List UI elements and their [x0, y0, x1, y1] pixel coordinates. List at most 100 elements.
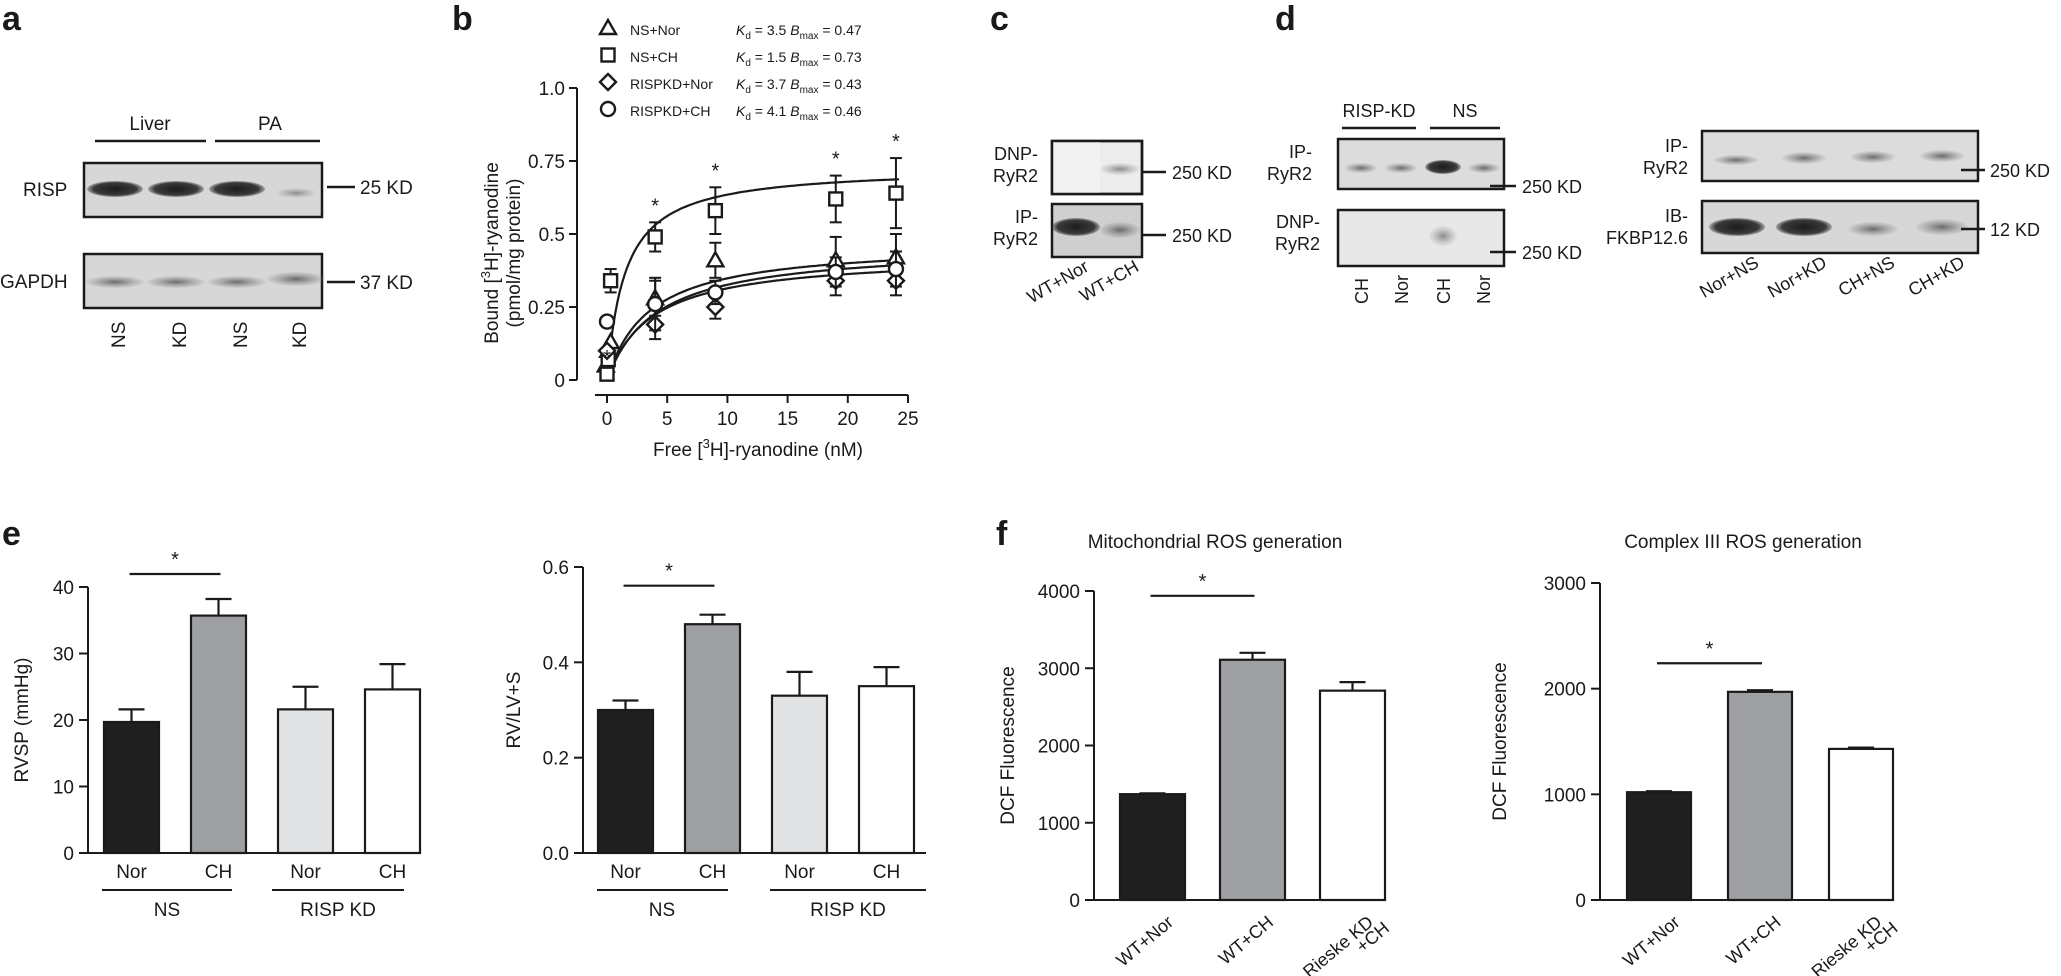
y-tick-label: 0.2	[543, 749, 569, 770]
legend-stats: Kd = 3.7 Bmax = 0.43	[736, 76, 862, 96]
lane-label: NS	[109, 322, 130, 348]
c-ip-band	[1052, 218, 1100, 236]
c-row2-label: IP-	[1015, 207, 1038, 227]
gapdh-band	[86, 276, 144, 288]
tissue-label-liver: Liver	[129, 114, 171, 135]
gapdh-band	[208, 276, 266, 288]
x-category-label: WT+CH	[1722, 912, 1784, 969]
triangle-marker	[597, 17, 619, 36]
x-category-label: CH	[873, 862, 900, 883]
x-category-label: Nor	[116, 862, 147, 883]
y-tick-label: 0.75	[528, 152, 565, 173]
panel-b: b NS+Nor Kd = 3.5 Bmax = 0.47 NS+CH Kd = 1.…	[452, 0, 919, 461]
bar	[857, 685, 916, 855]
chart-e-rvsp: 0 10 20 30 40 RVSP (mmHg) Nor CH Nor CH *	[12, 549, 422, 883]
c-row1-label: RyR2	[993, 166, 1038, 186]
y-tick-label: 3000	[1544, 574, 1586, 595]
fit-curve-circle	[606, 264, 900, 379]
panel-a: a Liver PA RISP 25 KD GAPDH 37 KD NS KD …	[0, 0, 413, 348]
c-dnp-blot-left-lane	[1052, 141, 1100, 194]
y-tick-label: 1000	[1544, 785, 1586, 806]
square-marker	[600, 47, 616, 63]
lane-label: Nor	[1392, 275, 1412, 304]
y-tick-label: 4000	[1038, 582, 1080, 603]
y-tick-label: 0.0	[543, 844, 569, 865]
y-tick-label: 2000	[1038, 737, 1080, 758]
chart-f-mito: 0 1000 2000 3000 4000 DCF Fluorescence Mitocho…	[998, 532, 1393, 976]
risp-band	[276, 188, 316, 198]
panel-letter-b: b	[452, 0, 473, 38]
x-category-label: WT+Nor	[1113, 912, 1178, 971]
circle-marker	[827, 263, 844, 281]
panel-e: e 0 10 20 30 40 RVSP (mmHg) Nor CH Nor CH * 0.0 0.2…	[2, 515, 926, 921]
y-tick-label: 20	[53, 711, 74, 732]
d-row1-label: RyR2	[1267, 164, 1312, 184]
lane-label: Nor+NS	[1696, 252, 1762, 302]
lane-label: CH	[1434, 278, 1454, 304]
d-group-label: NS	[1452, 101, 1477, 121]
y-tick-label: 0	[63, 844, 74, 865]
y-tick-label: 1000	[1038, 814, 1080, 835]
d-ip-band	[1468, 163, 1500, 173]
d-right-fkbp-band	[1709, 218, 1765, 236]
circle-marker	[599, 100, 617, 118]
y-tick-label: 0	[1575, 891, 1586, 912]
x-category-label: WT+CH	[1215, 912, 1277, 969]
y-tick-label: 0	[554, 371, 565, 392]
bar	[770, 694, 829, 855]
chart-e-rvlvs: 0.0 0.2 0.4 0.6 RV/LV+S Nor CH Nor CH *	[504, 558, 926, 883]
bar	[1318, 689, 1387, 902]
x-category-label: CH	[699, 862, 726, 883]
bar	[1827, 747, 1895, 902]
chart-b-ylabel-line2: (pmol/mg protein)	[504, 179, 525, 328]
legend-stats: Kd = 3.5 Bmax = 0.47	[736, 22, 862, 42]
x-category-label: Nor	[610, 862, 641, 883]
square-marker	[707, 202, 724, 219]
risp-band	[87, 181, 143, 197]
y-tick-label: 30	[53, 645, 74, 666]
e1-group-label: RISP KD	[300, 900, 376, 921]
square-marker	[599, 366, 615, 382]
d-row2-label: RyR2	[1275, 234, 1320, 254]
significance-star: *	[1199, 571, 1207, 593]
x-category-label: CH	[205, 862, 232, 883]
chart-b-ylabel-line1: Bound [3H]-ryanodine	[478, 162, 503, 344]
d-right-size-label: 250 KD	[1990, 161, 2050, 181]
d-right-fkbp-band	[1776, 218, 1832, 236]
bar	[1726, 690, 1794, 902]
chart-title: Mitochondrial ROS generation	[1088, 532, 1343, 553]
risp-band	[148, 181, 204, 197]
x-tick-label: 5	[662, 409, 673, 430]
circle-marker	[598, 313, 616, 330]
significance-star: *	[665, 561, 673, 583]
fit-curve-square	[606, 178, 900, 374]
chart-b-legend: NS+Nor Kd = 3.5 Bmax = 0.47 NS+CH Kd = 1.5 …	[597, 17, 862, 123]
bar	[189, 614, 248, 855]
c-size-label: 250 KD	[1172, 163, 1232, 183]
legend-stats: Kd = 1.5 Bmax = 0.73	[736, 49, 862, 69]
c-dnp-blot-frame	[1050, 139, 1144, 196]
y-axis-label: RVSP (mmHg)	[12, 658, 33, 783]
bar	[596, 708, 655, 855]
c-dnp-band	[1100, 163, 1140, 175]
lane-label: CH+KD	[1905, 252, 1968, 300]
d-size-label: 250 KD	[1522, 243, 1582, 263]
panel-letter-c: c	[990, 0, 1009, 38]
bar	[1218, 658, 1287, 902]
c-ip-band	[1100, 222, 1140, 238]
triangle-marker	[705, 249, 726, 268]
x-tick-label: 0	[602, 409, 613, 430]
y-tick-label: 0	[1069, 891, 1080, 912]
y-axis-label: DCF Fluorescence	[998, 666, 1019, 824]
d-dnp-band	[1429, 226, 1457, 246]
legend-label: NS+Nor	[630, 22, 681, 38]
d-right-row2-label: IB-	[1665, 206, 1688, 226]
y-tick-label: 2000	[1544, 680, 1586, 701]
lane-label: CH+NS	[1835, 252, 1898, 300]
d-row2-label: DNP-	[1276, 212, 1320, 232]
d-right-ip-band	[1782, 152, 1826, 164]
y-tick-label: 3000	[1038, 659, 1080, 680]
e2-group-label: RISP KD	[810, 900, 886, 921]
d-right-ip-band	[1851, 151, 1895, 163]
bar	[102, 720, 161, 855]
